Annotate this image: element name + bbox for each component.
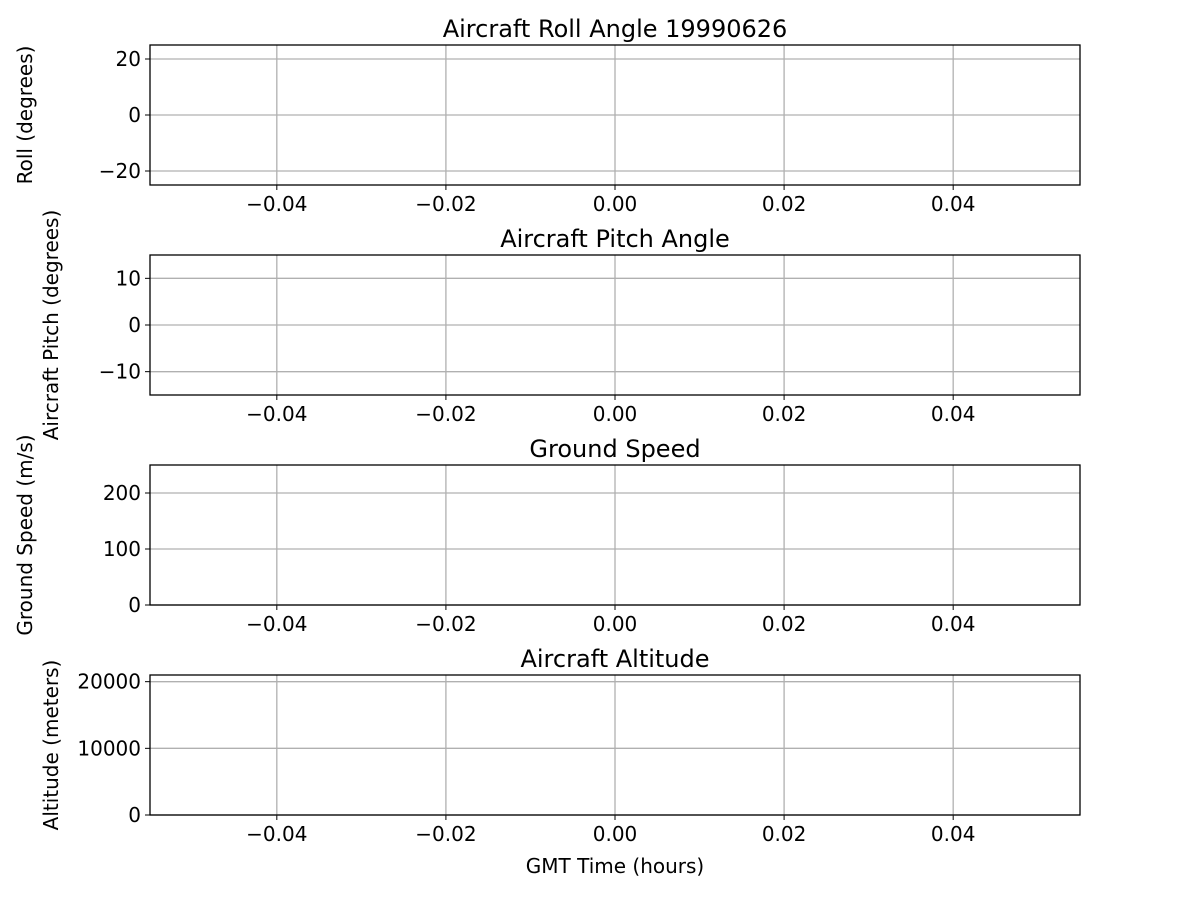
x-tick-label: −0.02 (415, 192, 476, 216)
x-tick-label: 0.00 (593, 402, 638, 426)
x-tick-label: −0.04 (246, 822, 307, 846)
x-tick-label: 0.02 (762, 192, 807, 216)
y-axis-label: Ground Speed (m/s) (13, 434, 37, 635)
subplot-3: −0.04 −0.02 0.00 0.02 0.04 0 100 200 Ground Spee… (13, 434, 1081, 636)
axes-frame (149, 674, 1081, 816)
y-tick-label: 20000 (77, 670, 141, 694)
y-tick-label: 0 (128, 103, 141, 127)
y-tick-label: 100 (103, 537, 141, 561)
x-tick-label: 0.02 (762, 612, 807, 636)
y-axis-label: Altitude (meters) (39, 660, 63, 831)
x-tick-label: 0.00 (593, 822, 638, 846)
subplot-title: Ground Speed (529, 435, 700, 463)
y-axis-label: Aircraft Pitch (degrees) (39, 210, 63, 441)
y-tick-label: 0 (128, 313, 141, 337)
x-axis-label: GMT Time (hours) (526, 854, 704, 878)
x-tick-label: 0.04 (931, 822, 976, 846)
x-tick-label: 0.02 (762, 822, 807, 846)
y-tick-label: 10 (116, 266, 141, 290)
subplot-4: −0.04 −0.02 0.00 0.02 0.04 0 10000 20000 Aircraf… (39, 645, 1081, 878)
subplot-title: Aircraft Altitude (520, 645, 709, 673)
x-tick-label: 0.00 (593, 192, 638, 216)
x-tick-label: 0.04 (931, 402, 976, 426)
x-tick-label: −0.04 (246, 192, 307, 216)
subplot-2: −0.04 −0.02 0.00 0.02 0.04 −10 0 10 Aircraft Pit… (39, 210, 1081, 441)
y-tick-label: −10 (99, 360, 141, 384)
y-tick-label: −20 (99, 159, 141, 183)
subplot-title: Aircraft Roll Angle 19990626 (443, 15, 788, 43)
x-tick-label: −0.04 (246, 612, 307, 636)
x-tick-label: 0.04 (931, 192, 976, 216)
y-tick-label: 0 (128, 803, 141, 827)
axes-frame (149, 254, 1081, 396)
x-tick-label: −0.02 (415, 402, 476, 426)
x-tick-label: 0.04 (931, 612, 976, 636)
axes-frame (149, 464, 1081, 606)
x-tick-label: 0.00 (593, 612, 638, 636)
subplot-title: Aircraft Pitch Angle (500, 225, 730, 253)
x-tick-label: −0.02 (415, 822, 476, 846)
x-tick-label: 0.02 (762, 402, 807, 426)
y-tick-label: 10000 (77, 736, 141, 760)
y-axis-label: Roll (degrees) (13, 46, 37, 185)
axes-frame (149, 44, 1081, 186)
subplot-1: −0.04 −0.02 0.00 0.02 0.04 −20 0 20 Aircraft Rol… (13, 15, 1081, 216)
x-tick-label: −0.04 (246, 402, 307, 426)
y-tick-label: 0 (128, 593, 141, 617)
x-tick-label: −0.02 (415, 612, 476, 636)
y-tick-label: 200 (103, 481, 141, 505)
y-tick-label: 20 (116, 47, 141, 71)
